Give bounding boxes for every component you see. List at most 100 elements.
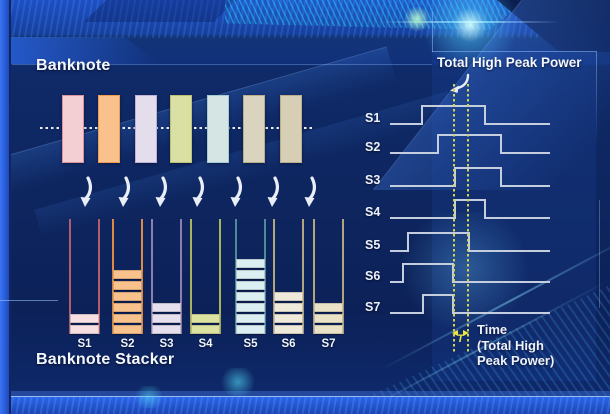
stack-label-s2: S2 <box>120 338 135 350</box>
stack-s4: S4 <box>190 219 221 350</box>
stack-label-s5: S5 <box>243 338 258 350</box>
frame-line <box>12 64 432 65</box>
signal-label-s4: S4 <box>365 205 381 219</box>
signal-trace-s7 <box>454 312 550 314</box>
double-arrow-icon <box>452 329 469 336</box>
stacked-banknote <box>274 325 303 334</box>
signal-label-s1: S1 <box>365 111 381 125</box>
stack-label-s3: S3 <box>159 338 174 350</box>
background-soft-glow <box>385 212 545 327</box>
curved-down-arrow-icon <box>80 176 93 207</box>
stacked-banknote <box>152 325 181 334</box>
banknote-1 <box>62 95 84 163</box>
stack-rail <box>313 219 315 334</box>
curved-down-arrow-icon <box>267 176 280 207</box>
stacked-banknote <box>113 314 142 323</box>
background-glow <box>415 0 525 80</box>
stack-rail <box>141 219 143 334</box>
stack-rail <box>273 219 275 334</box>
frame-line <box>596 51 597 146</box>
stacked-banknote <box>236 314 265 323</box>
banknote-5 <box>207 95 229 163</box>
signal-trace-s3 <box>454 167 502 187</box>
stacked-banknote <box>236 292 265 301</box>
signal-trace-s6 <box>402 263 454 283</box>
curved-down-arrow-icon <box>192 176 205 207</box>
stack-rail <box>342 219 344 334</box>
stack-s3: S3 <box>151 219 182 350</box>
stack-rail <box>219 219 221 334</box>
stack-rail <box>69 219 71 334</box>
banknote-6 <box>243 95 265 163</box>
stacked-banknote <box>191 325 220 334</box>
left-arrowhead-icon <box>452 329 458 336</box>
signal-trace-s3 <box>390 185 454 187</box>
signal-trace-s5 <box>390 250 407 252</box>
signal-trace-s4 <box>454 199 486 219</box>
background-top-step <box>84 0 236 22</box>
stacked-banknote <box>113 292 142 301</box>
background-bottom-strip <box>0 391 610 397</box>
signal-trace-s1 <box>486 123 550 125</box>
stacked-banknote <box>236 303 265 312</box>
stacked-banknote <box>236 325 265 334</box>
stacked-banknote <box>314 303 343 312</box>
stacked-banknote <box>314 325 343 334</box>
stack-s6: S6 <box>273 219 304 350</box>
banknote-2 <box>98 95 120 163</box>
stacked-banknote <box>191 314 220 323</box>
banknote-4 <box>170 95 192 163</box>
stacked-banknote <box>113 270 142 279</box>
stack-label-s7: S7 <box>321 338 336 350</box>
signal-trace-s2 <box>390 152 437 154</box>
time-annotation-line: Time <box>477 322 508 337</box>
stack-s7: S7 <box>313 219 344 350</box>
stack-rail <box>180 219 182 334</box>
stack-s5: S5 <box>235 219 266 350</box>
stack-rail <box>302 219 304 334</box>
frame-line <box>0 300 58 301</box>
time-annotation-line: (Total High <box>477 337 544 353</box>
signal-label-s2: S2 <box>365 140 381 154</box>
stack-label-s1: S1 <box>77 338 92 350</box>
stacker-section-title: Banknote Stacker <box>36 351 175 368</box>
signal-trace-s1 <box>390 123 421 125</box>
stacked-banknote <box>70 325 99 334</box>
t-interval-label: T <box>457 333 464 345</box>
signal-trace-s4 <box>486 217 550 219</box>
signal-trace-s5 <box>470 250 550 252</box>
time-annotation: Time (Total High Peak Power) <box>477 322 554 369</box>
stack-s1: S1 <box>69 219 100 350</box>
background-glow-dot <box>132 386 166 408</box>
stacked-banknote <box>152 314 181 323</box>
banknote-7 <box>280 95 302 163</box>
stacked-banknote <box>274 292 303 301</box>
signal-label-s7: S7 <box>365 300 381 314</box>
peak-window-dashed-line-1 <box>453 84 455 352</box>
stack-label-s4: S4 <box>198 338 213 350</box>
signal-label-s5: S5 <box>365 238 381 252</box>
signal-trace-s2 <box>502 152 550 154</box>
background-glow-dot <box>218 368 258 396</box>
signal-trace-s7 <box>390 312 422 314</box>
background-bottom-band <box>0 396 610 414</box>
stacked-banknote <box>113 303 142 312</box>
signal-trace-s2 <box>437 134 502 154</box>
curved-down-arrow-icon <box>118 176 131 207</box>
peak-power-title: Total High Peak Power <box>437 55 582 70</box>
stacked-banknote <box>236 281 265 290</box>
stacked-banknote <box>113 281 142 290</box>
stack-rail <box>98 219 100 334</box>
signal-trace-s7 <box>422 294 454 314</box>
signal-label-s3: S3 <box>365 173 381 187</box>
stack-rail <box>151 219 153 334</box>
stacked-banknote <box>113 325 142 334</box>
curved-down-arrow-icon <box>155 176 168 207</box>
banknote-3 <box>135 95 157 163</box>
stacked-banknote <box>70 314 99 323</box>
frame-line <box>432 51 596 52</box>
stacked-banknote <box>314 314 343 323</box>
signal-trace-s6 <box>390 281 402 283</box>
right-arrowhead-icon <box>463 329 469 336</box>
stacked-banknote <box>274 303 303 312</box>
